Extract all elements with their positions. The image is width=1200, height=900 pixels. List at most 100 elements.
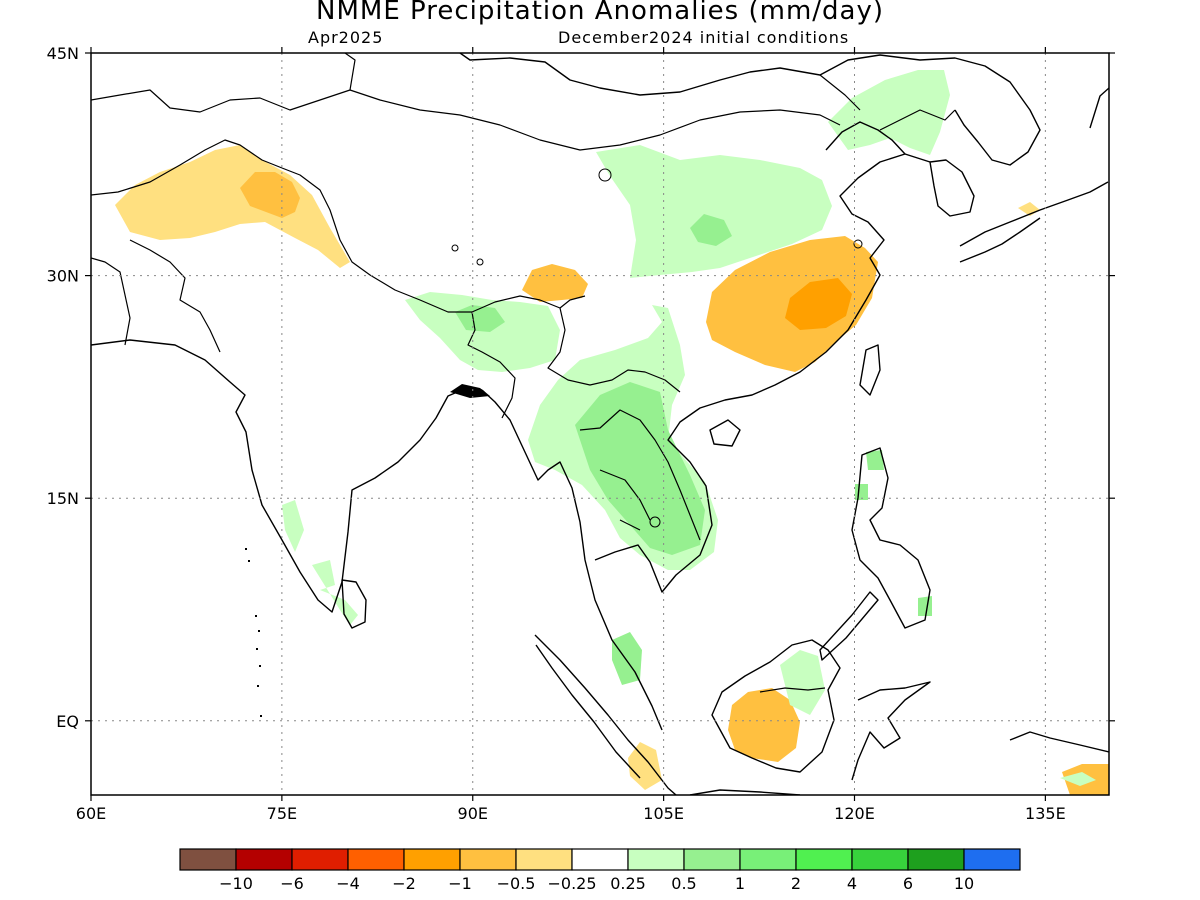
anomaly-shading [115,70,1109,795]
longitude-label: 90E [458,804,488,823]
colorbar-swatch [347,848,405,871]
coastline-new-guinea [1009,731,1109,753]
longitude-labels: 60E 75E 90E 105E 120E 135E [76,804,1066,823]
coastline-bohai [825,121,906,155]
wet-anomaly-south-india [282,500,304,552]
longitude-label: 60E [76,804,106,823]
longitude-label: 135E [1025,804,1066,823]
map-title: NMME Precipitation Anomalies (mm/day) [316,0,884,26]
coastline-bay-of-bengal-east [481,389,663,731]
border-central-asia [91,53,356,113]
latitude-label: EQ [56,712,79,731]
gridlines [91,53,1109,795]
colorbar-swatch [963,848,1021,871]
coastline-java [689,789,801,795]
wet-anomaly-tibet-himalaya [405,292,560,372]
wet-anomaly-manchuria [828,70,950,155]
border-malaysia-borneo [759,687,826,693]
tibet-lake [451,244,459,252]
colorbar-label: 1 [735,874,745,893]
border-myanmar-china [547,307,681,393]
border-india-nepal-tibet [281,167,586,313]
dry-anomaly-borneo [728,688,800,762]
border-china-korea [879,109,956,131]
wet-anomaly-new-guinea [1060,772,1096,786]
latitude-labels: 45N 30N 15N EQ [47,44,79,731]
dry-anomaly-sumatra [628,742,662,790]
colorbar-label: 2 [791,874,801,893]
colorbar-swatch [515,848,573,871]
colorbar-swatch [235,848,293,871]
colorbar-swatch [571,848,629,871]
longitude-label: 75E [267,804,297,823]
plot-frame [90,52,1110,796]
colorbar-label: −0.5 [497,874,536,893]
coastline-hokkaido [1089,87,1109,129]
coastline-sumatra [534,634,677,795]
colorbar [179,848,1021,871]
wet-anomaly-north-china [596,145,832,278]
border-china-mongolia [349,74,861,151]
border-iran [91,257,131,346]
border-pakistan-afghanistan [91,139,283,353]
qinghai-lake [598,168,612,182]
tonle-sap-lake [649,516,661,528]
tibet-lake [476,258,484,266]
wet-anomaly-north-china-core [690,214,732,246]
colorbar-swatch [795,848,853,871]
colorbar-labels: −10 −6 −4 −2 −1 −0.5 −0.25 0.25 0.5 1 2 4 6 10 [219,874,974,893]
maldives-islands [245,548,262,717]
colorbar-swatch [907,848,965,871]
colorbar-swatch [739,848,797,871]
coastline-hainan [709,419,741,447]
latitude-label: 30N [47,267,79,286]
coastline-siberia [459,53,1041,166]
colorbar-label: 6 [903,874,913,893]
colorbar-swatch [403,848,461,871]
latitude-label: 45N [47,44,79,63]
wet-anomaly-sri-lanka [312,560,358,625]
coastline-taiwan [859,344,881,396]
initial-conditions: December2024 initial conditions [558,28,850,47]
colorbar-swatch [851,848,909,871]
ganges-delta [450,384,490,398]
dry-anomaly-south-china-core [785,278,852,330]
longitude-label: 105E [643,804,684,823]
coastline-sri-lanka [341,579,367,629]
coastline-india [91,339,482,613]
coastlines [91,53,1109,795]
colorbar-swatch [627,848,685,871]
political-boundaries [91,53,956,693]
colorbar-label: −1 [448,874,472,893]
dry-anomaly-yunnan-north [522,264,588,302]
colorbar-label: 0.25 [610,874,646,893]
colorbar-swatch [291,848,349,871]
colorbar-label: −10 [219,874,253,893]
colorbar-label: 0.5 [671,874,696,893]
coastline-korea [929,159,975,217]
longitude-label: 120E [834,804,875,823]
coastline-philippines [819,447,931,661]
coastline-sulawesi [851,681,931,781]
coastline-indochina [594,153,931,593]
colorbar-swatch [683,848,741,871]
wet-anomaly-philippines [855,450,932,616]
colorbar-label: −6 [280,874,304,893]
colorbar-swatch [459,848,517,871]
axis-ticks [85,47,1115,801]
colorbar-swatch [179,848,237,871]
border-thailand-laos-vietnam [579,409,701,541]
dry-anomaly-kashmir [240,172,300,218]
latitude-label: 15N [47,489,79,508]
coastline-borneo [711,639,841,773]
colorbar-label: −2 [392,874,416,893]
wet-anomaly-indochina-core [575,382,705,555]
colorbar-label: 10 [954,874,974,893]
coastline-japan [959,181,1109,263]
colorbar-label: 4 [847,874,857,893]
wet-anomaly-borneo-north [780,650,825,715]
dry-anomaly-afghanistan-pakistan [115,145,350,268]
forecast-month: Apr2025 [308,28,384,47]
colorbar-label: −4 [336,874,360,893]
